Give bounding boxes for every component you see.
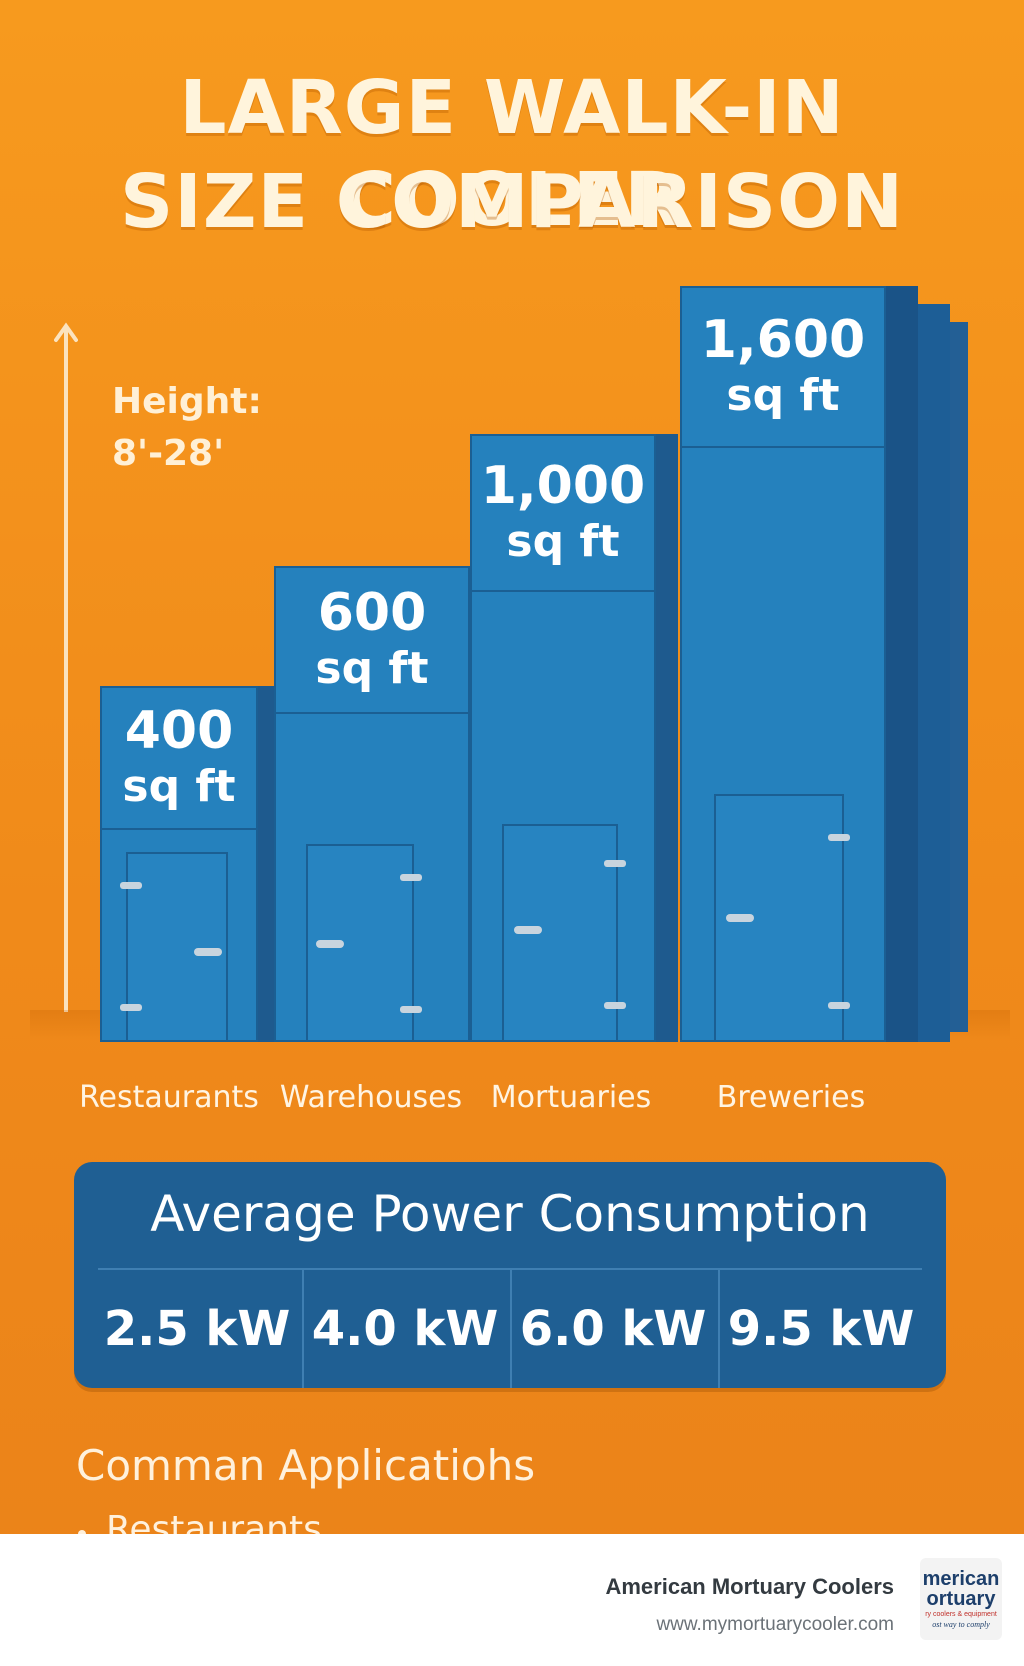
power-divider [98,1268,922,1270]
door-hinge [120,1004,142,1011]
door-hinge [400,874,422,881]
power-cell-divider [510,1270,512,1388]
cooler-side [258,686,278,1042]
cooler-side [656,434,678,1042]
door-hinge [604,860,626,867]
cooler-unit: sq ft [315,643,429,694]
category-label-restaurants: Restaurants [79,1080,259,1115]
door-hinge [604,1002,626,1009]
footer-company-name: American Mortuary Coolers [605,1574,894,1599]
cooler-size: 400 [124,701,234,761]
cooler-header: 1,000 sq ft [470,434,656,592]
power-value: 6.0 kW [519,1301,707,1357]
cooler-header: 1,600 sq ft [680,286,886,448]
cooler-size: 1,600 [700,310,866,370]
door-hinge [400,1006,422,1013]
cooler-1000: 1,000 sq ft [470,434,678,1042]
title-line-1: LARGE WALK-IN COOLER [179,65,845,243]
door-handle [194,948,222,956]
company-logo: merican ortuary ry coolers & equipment o… [920,1558,1002,1640]
height-arrow-icon [54,322,78,1012]
door-hinge [120,882,142,889]
cooler-header: 400 sq ft [100,686,258,830]
category-label-mortuaries: Mortuaries [490,1080,652,1115]
cooler-door [120,852,228,1042]
footer-url[interactable]: www.mymortuarycooler.com [656,1614,894,1635]
cooler-door [306,844,422,1042]
power-title: Average Power Consumption [150,1185,870,1243]
power-value: 9.5 kW [727,1301,915,1357]
category-label-warehouses: Warehouses [279,1080,463,1115]
power-value: 4.0 kW [311,1301,499,1357]
cooler-1600: 1,600 sq ft [680,286,968,1042]
cooler-side [886,286,918,1042]
door-handle [316,940,344,948]
category-label-breweries: Breweries [716,1080,866,1115]
door-hinge [828,834,850,841]
footer: American Mortuary Coolers www.mymortuary… [0,1534,1024,1666]
door-handle [726,914,754,922]
cooler-side-panel [950,322,968,1032]
door-hinge [828,1002,850,1009]
door-handle [514,926,542,934]
cooler-unit: sq ft [506,516,620,567]
cooler-door [714,794,850,1042]
cooler-unit: sq ft [726,370,840,421]
power-value: 2.5 kW [103,1301,291,1357]
height-label: Height: [112,381,262,422]
cooler-400: 400 sq ft [100,686,278,1042]
applications-title: Comman Applicatiohs [76,1441,536,1490]
height-range: 8'-28' [112,433,225,474]
cooler-header: 600 sq ft [274,566,470,714]
title-line-2: SIZE COMPARISON [119,159,904,245]
cooler-unit: sq ft [122,761,236,812]
cooler-600: 600 sq ft [274,566,490,1042]
power-cell-divider [302,1270,304,1388]
cooler-size: 600 [317,583,427,643]
cooler-door [502,824,626,1042]
cooler-side-panel [918,304,950,1042]
power-cell-divider [718,1270,720,1388]
power-consumption-panel: Average Power Consumption 2.5 kW 4.0 kW … [74,1162,946,1388]
cooler-size: 1,000 [480,456,646,516]
